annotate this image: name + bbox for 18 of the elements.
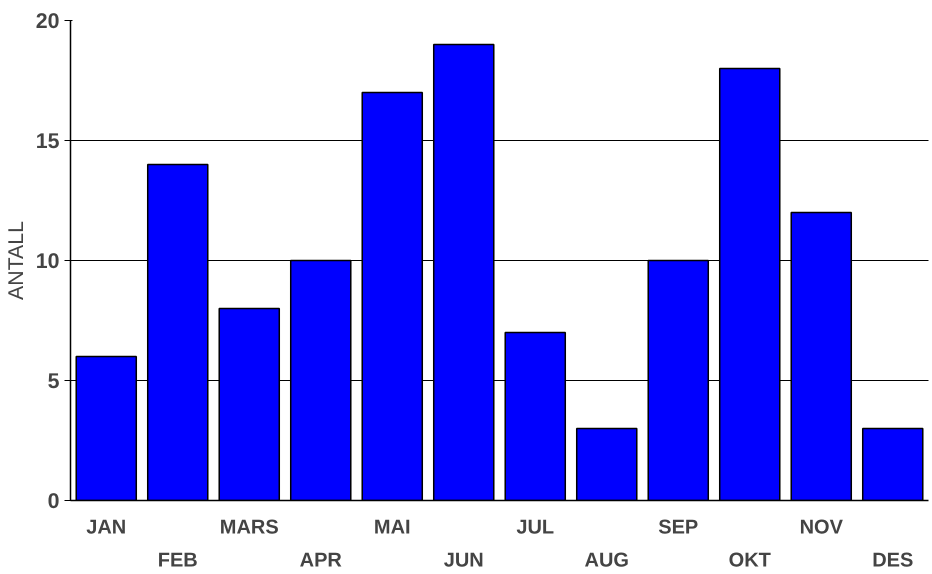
x-tick-label: SEP xyxy=(658,516,698,538)
y-tick-label: 20 xyxy=(36,9,60,33)
y-tick-label: 15 xyxy=(36,129,60,153)
x-tick-label: OKT xyxy=(728,550,771,572)
x-tick-label: DES xyxy=(872,550,914,572)
y-tick-label: 5 xyxy=(48,369,60,393)
x-tick-label: JAN xyxy=(86,516,126,538)
x-tick-label: NOV xyxy=(800,516,844,538)
x-tick-label: MARS xyxy=(220,516,279,538)
x-tick-label: JUL xyxy=(516,516,554,538)
x-tick-label: JUN xyxy=(444,550,484,572)
x-tick-label: MAI xyxy=(374,516,411,538)
y-tick-label: 10 xyxy=(36,249,60,273)
y-axis-title: ANTALL xyxy=(4,220,28,300)
x-tick-label: APR xyxy=(300,550,342,572)
x-tick-label: AUG xyxy=(584,550,629,572)
y-tick-label: 0 xyxy=(48,489,60,513)
x-tick-label: FEB xyxy=(158,550,198,572)
